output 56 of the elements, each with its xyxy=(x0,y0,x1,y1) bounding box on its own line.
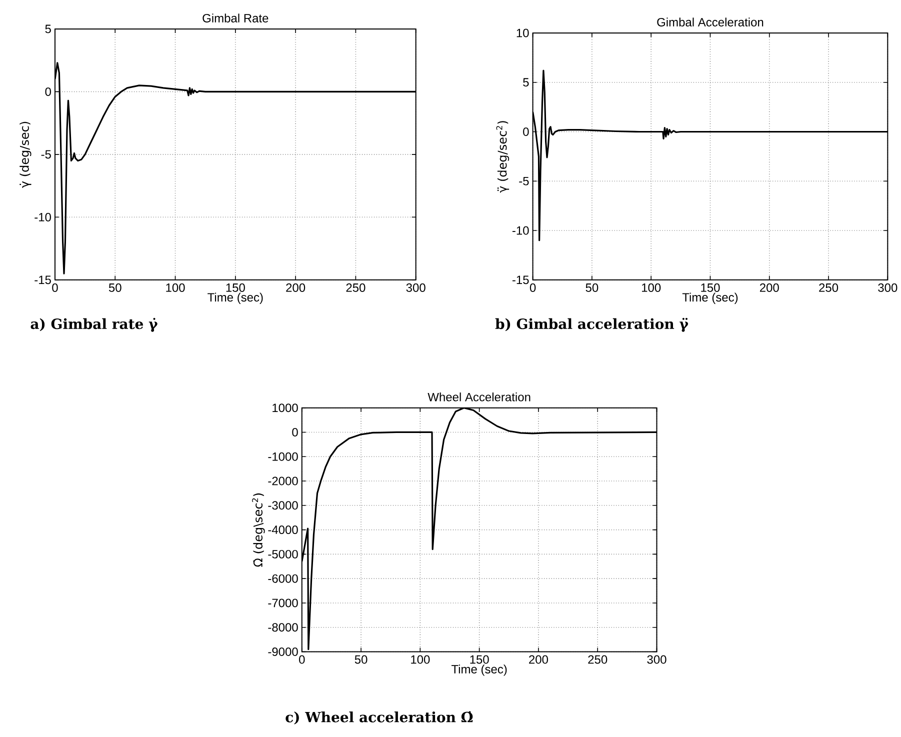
y-tick-label: -4000 xyxy=(268,526,298,534)
y-tick-label: -1000 xyxy=(268,452,298,461)
x-tick-label: 250 xyxy=(346,284,366,292)
line-series xyxy=(302,408,657,650)
x-tick-label: 300 xyxy=(878,284,898,292)
x-tick-label: 100 xyxy=(642,284,661,292)
y-tick-label: 1000 xyxy=(272,404,298,412)
x-axis-title: Time (sec) xyxy=(208,292,263,304)
x-tick-label: 250 xyxy=(819,284,838,292)
x-tick-label: 250 xyxy=(588,655,608,664)
y-tick-label: 5 xyxy=(523,78,529,87)
x-tick-label: 150 xyxy=(470,655,489,664)
y-axis-title: Ω̇ (deg\sec$^{2}$) xyxy=(252,494,265,567)
x-tick-label: 200 xyxy=(286,284,306,292)
x-tick-label: 150 xyxy=(701,284,720,292)
y-tick-label: 0 xyxy=(523,128,529,136)
x-axis-title: Time (sec) xyxy=(682,292,738,304)
y-tick-label: 0 xyxy=(292,428,298,437)
chart-title: Gimbal Acceleration xyxy=(657,18,764,27)
x-axis-title: Time (sec) xyxy=(451,664,507,676)
x-tick-label: 200 xyxy=(529,655,548,664)
text: c) Wheel acceleration Ω̇ xyxy=(286,711,473,724)
y-tick-label: -9000 xyxy=(268,648,298,656)
y-tick-label: -3000 xyxy=(268,501,298,510)
y-tick-label: -5 xyxy=(519,177,529,186)
y-tick-label: 10 xyxy=(516,28,529,38)
x-tick-label: 100 xyxy=(411,655,430,664)
y-tick-label: -5000 xyxy=(268,550,298,559)
y-tick-label: -10 xyxy=(34,213,51,222)
y-tick-label: -6000 xyxy=(268,574,298,583)
x-tick-label: 50 xyxy=(354,655,368,664)
chart-title: Gimbal Rate xyxy=(202,14,268,23)
x-tick-label: 0 xyxy=(299,655,305,664)
x-tick-label: 200 xyxy=(760,284,779,292)
y-tick-label: -15 xyxy=(512,276,529,284)
x-tick-label: 50 xyxy=(586,284,598,292)
chart-title: Wheel Acceleration xyxy=(428,392,530,402)
x-tick-label: 300 xyxy=(406,284,426,292)
y-axis-title: γ̈ (deg/sec$^{2}$) xyxy=(496,121,510,193)
y-tick-label: -15 xyxy=(34,276,51,284)
x-tick-label: 0 xyxy=(530,284,536,292)
y-tick-label: -8000 xyxy=(268,623,298,632)
y-tick-label: 0 xyxy=(45,88,51,96)
y-tick-label: -7000 xyxy=(268,598,298,608)
x-tick-label: 100 xyxy=(166,284,185,292)
y-axis-title: γ̇ (deg/sec) xyxy=(20,122,32,188)
y-tick-label: 5 xyxy=(45,24,51,34)
text: b) Gimbal acceleration γ̈ xyxy=(495,318,688,332)
x-tick-label: 300 xyxy=(647,655,666,664)
x-tick-label: 50 xyxy=(108,284,122,292)
x-tick-label: 0 xyxy=(52,284,58,292)
y-tick-label: -2000 xyxy=(268,476,298,486)
x-tick-label: 150 xyxy=(226,284,245,292)
y-tick-label: -5 xyxy=(41,150,51,159)
y-tick-label: -10 xyxy=(512,226,529,235)
text: a) Gimbal rate γ̇ xyxy=(30,318,158,332)
